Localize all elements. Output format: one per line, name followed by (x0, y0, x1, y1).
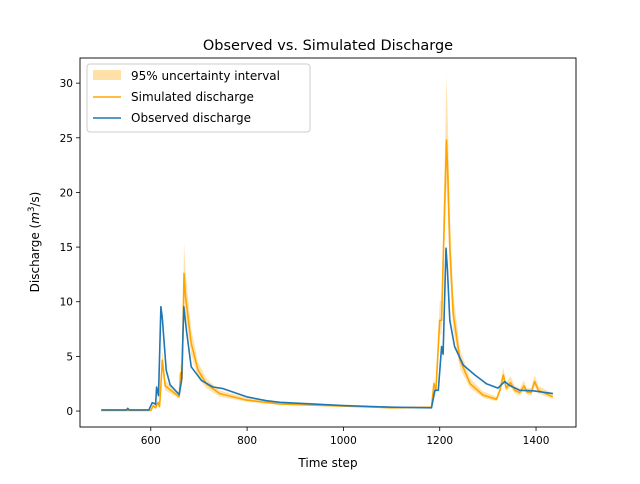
y-tick-label: 20 (60, 187, 73, 199)
y-axis-label: Discharge (m3/s) (27, 192, 42, 293)
x-tick-label: 800 (237, 435, 257, 447)
legend-swatch-band (93, 70, 121, 80)
y-tick-label: 0 (66, 406, 73, 418)
legend-label-band: 95% uncertainty interval (131, 69, 280, 83)
simulated-line (101, 139, 554, 412)
x-tick-label: 1400 (523, 435, 550, 447)
x-axis-label: Time step (297, 456, 357, 470)
legend: 95% uncertainty interval Simulated disch… (86, 63, 311, 133)
y-tick-label: 10 (60, 297, 73, 309)
legend-box (86, 63, 311, 133)
x-tick-label: 600 (141, 435, 161, 447)
x-tick-label: 1000 (330, 435, 357, 447)
y-tick-label: 25 (60, 133, 73, 145)
y-tick-label: 15 (60, 242, 73, 254)
chart-title: Observed vs. Simulated Discharge (203, 38, 453, 54)
legend-label-observed: Observed discharge (131, 111, 251, 125)
axes-frame (79, 57, 577, 428)
y-tick-label: 30 (60, 78, 73, 90)
observed-line (101, 247, 554, 411)
legend-label-simulated: Simulated discharge (131, 90, 254, 104)
y-tick-label: 5 (66, 351, 73, 363)
x-tick-label: 1200 (426, 435, 453, 447)
